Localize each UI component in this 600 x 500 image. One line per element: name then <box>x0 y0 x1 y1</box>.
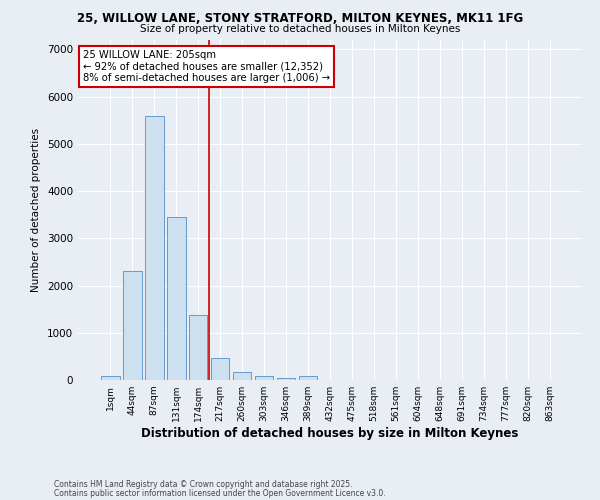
Y-axis label: Number of detached properties: Number of detached properties <box>31 128 41 292</box>
Bar <box>145 116 164 380</box>
Bar <box>211 358 229 380</box>
Text: Size of property relative to detached houses in Milton Keynes: Size of property relative to detached ho… <box>140 24 460 34</box>
Bar <box>123 272 142 380</box>
Text: 25, WILLOW LANE, STONY STRATFORD, MILTON KEYNES, MK11 1FG: 25, WILLOW LANE, STONY STRATFORD, MILTON… <box>77 12 523 26</box>
X-axis label: Distribution of detached houses by size in Milton Keynes: Distribution of detached houses by size … <box>142 427 518 440</box>
Text: Contains HM Land Registry data © Crown copyright and database right 2025.: Contains HM Land Registry data © Crown c… <box>54 480 353 489</box>
Bar <box>277 378 295 380</box>
Bar <box>233 372 251 380</box>
Bar <box>101 376 119 380</box>
Bar <box>167 217 185 380</box>
Bar <box>255 376 274 380</box>
Text: Contains public sector information licensed under the Open Government Licence v3: Contains public sector information licen… <box>54 489 386 498</box>
Bar <box>189 315 208 380</box>
Bar <box>299 376 317 380</box>
Text: 25 WILLOW LANE: 205sqm
← 92% of detached houses are smaller (12,352)
8% of semi-: 25 WILLOW LANE: 205sqm ← 92% of detached… <box>83 50 330 84</box>
